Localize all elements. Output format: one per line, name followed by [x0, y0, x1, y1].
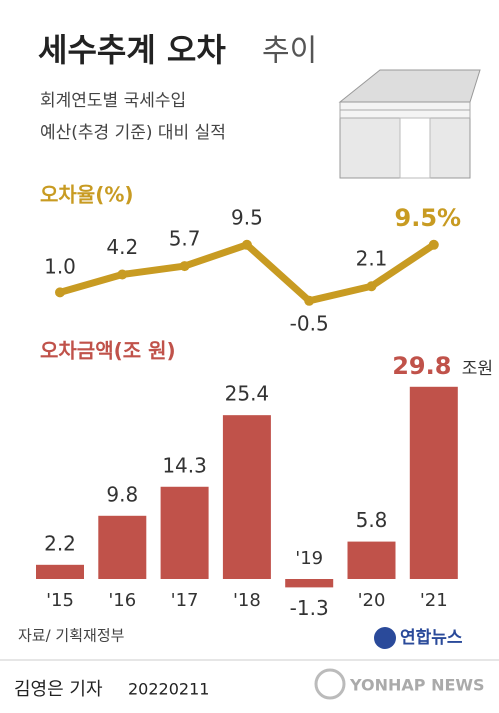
x-tick-label: '21	[420, 590, 448, 611]
x-tick-label: '16	[108, 590, 136, 611]
value-label: 9.5%	[395, 204, 462, 232]
value-label: 2.2	[44, 531, 76, 555]
line-point	[179, 261, 190, 272]
line-point	[304, 295, 315, 306]
money-icon	[338, 69, 481, 179]
bar	[36, 564, 84, 579]
value-label: 5.7	[169, 227, 201, 251]
value-label: 4.2	[106, 235, 138, 259]
title: 세수추계 오차	[38, 31, 226, 69]
x-tick-label: '20	[358, 590, 386, 611]
value-label: 29.8	[392, 352, 451, 380]
bar	[285, 579, 334, 588]
value-label: -0.5	[290, 311, 329, 335]
date: 20220211	[128, 680, 209, 699]
x-tick-label: '17	[171, 590, 199, 611]
bar-title: 오차금액(조 원)	[40, 339, 176, 363]
value-label: 9.8	[106, 482, 138, 506]
value-label: 5.8	[356, 508, 388, 532]
source: 자료/ 기획재정부	[18, 627, 125, 645]
bar	[347, 541, 396, 579]
watermark-mark	[314, 668, 346, 700]
value-label: 14.3	[162, 453, 207, 477]
bar	[160, 486, 209, 579]
value-label: 25.4	[225, 382, 270, 406]
line-point	[428, 239, 439, 250]
x-tick-label: '19	[295, 548, 323, 569]
value-label: 2.1	[356, 247, 388, 271]
line-title: 오차율(%)	[40, 183, 134, 207]
x-tick-label: '15	[46, 590, 74, 611]
line-point	[366, 281, 377, 292]
logo: 연합뉴스	[400, 627, 463, 648]
x-tick-label: '18	[233, 590, 261, 611]
bar	[98, 515, 147, 579]
line-point	[55, 287, 65, 298]
logo-mark	[374, 627, 396, 649]
title-light: 추이	[262, 34, 317, 69]
subtitle: 예산(추경 기준) 대비 실적	[40, 123, 226, 143]
watermark: YONHAP NEWS	[349, 676, 485, 695]
line-point	[117, 269, 128, 280]
value-label: 9.5	[231, 205, 263, 229]
subtitle: 회계연도별 국세수입	[40, 91, 186, 111]
unit-label: 조원	[462, 359, 493, 379]
bar	[222, 415, 271, 579]
line-point	[241, 239, 252, 250]
credit: 김영은 기자	[14, 679, 103, 700]
value-label: -1.3	[290, 596, 329, 620]
value-label: 1.0	[44, 255, 76, 279]
bar	[409, 386, 458, 579]
